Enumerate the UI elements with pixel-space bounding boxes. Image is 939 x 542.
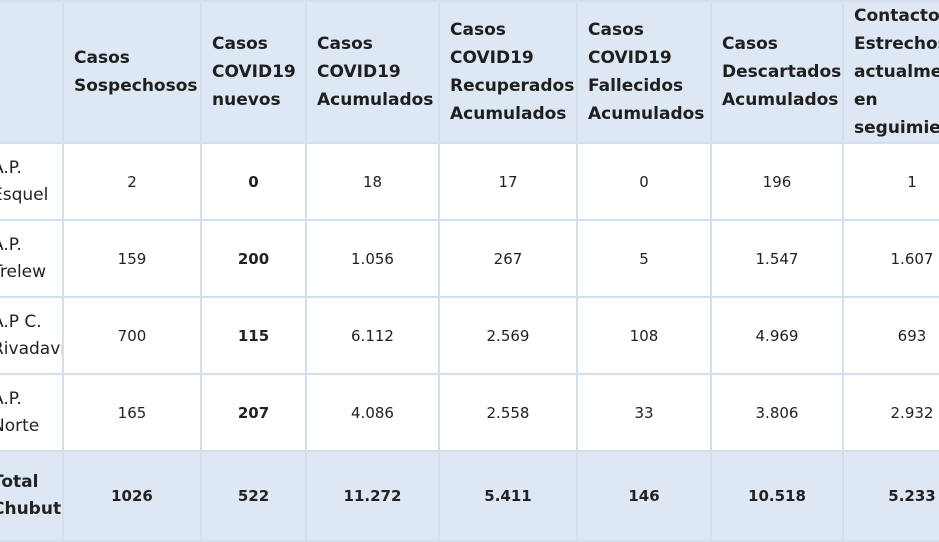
- total-acumulados: 11.272: [305, 450, 440, 542]
- row-label: A.P. Esquel: [0, 142, 64, 221]
- header-corner: [0, 0, 64, 144]
- table-row: A.P C. Rivadavia 700 115 6.112 2.569 108…: [0, 296, 939, 375]
- table-row: A.P. Norte 165 207 4.086 2.558 33 3.806 …: [0, 373, 939, 452]
- header-contactos: Contactos Estrechos actualmente en segui…: [842, 0, 939, 144]
- cell-acumulados: 4.086: [305, 373, 440, 452]
- row-label: A.P. Norte: [0, 373, 64, 452]
- cell-sospechosos: 165: [62, 373, 202, 452]
- cell-contactos: 693: [842, 296, 939, 375]
- cell-acumulados: 18: [305, 142, 440, 221]
- cell-descartados: 196: [710, 142, 844, 221]
- total-fallecidos: 146: [576, 450, 712, 542]
- cell-recuperados: 2.558: [438, 373, 578, 452]
- cell-nuevos: 207: [200, 373, 307, 452]
- header-sospechosos: Casos Sospechosos: [62, 0, 202, 144]
- cell-fallecidos: 0: [576, 142, 712, 221]
- cell-sospechosos: 700: [62, 296, 202, 375]
- cell-recuperados: 17: [438, 142, 578, 221]
- table-row: A.P. Trelew 159 200 1.056 267 5 1.547 1.…: [0, 219, 939, 298]
- total-contactos: 5.233: [842, 450, 939, 542]
- cell-fallecidos: 5: [576, 219, 712, 298]
- cell-recuperados: 267: [438, 219, 578, 298]
- cell-sospechosos: 2: [62, 142, 202, 221]
- row-label: A.P C. Rivadavia: [0, 296, 64, 375]
- cell-nuevos: 0: [200, 142, 307, 221]
- cell-descartados: 3.806: [710, 373, 844, 452]
- cell-contactos: 2.932: [842, 373, 939, 452]
- header-descartados: Casos Descartados Acumulados: [710, 0, 844, 144]
- header-acumulados: Casos COVID19 Acumulados: [305, 0, 440, 144]
- cell-contactos: 1.607: [842, 219, 939, 298]
- header-nuevos: Casos COVID19 nuevos: [200, 0, 307, 144]
- table-row: A.P. Esquel 2 0 18 17 0 196 1: [0, 142, 939, 221]
- cell-descartados: 4.969: [710, 296, 844, 375]
- total-row: Total Chubut 1026 522 11.272 5.411 146 1…: [0, 450, 939, 542]
- cell-descartados: 1.547: [710, 219, 844, 298]
- total-descartados: 10.518: [710, 450, 844, 542]
- total-label: Total Chubut: [0, 450, 64, 542]
- row-label: A.P. Trelew: [0, 219, 64, 298]
- total-nuevos: 522: [200, 450, 307, 542]
- total-recuperados: 5.411: [438, 450, 578, 542]
- cell-acumulados: 6.112: [305, 296, 440, 375]
- cell-recuperados: 2.569: [438, 296, 578, 375]
- header-recuperados: Casos COVID19 Recuperados Acumulados: [438, 0, 578, 144]
- cell-fallecidos: 108: [576, 296, 712, 375]
- total-sospechosos: 1026: [62, 450, 202, 542]
- header-row: Casos Sospechosos Casos COVID19 nuevos C…: [0, 0, 939, 144]
- cell-sospechosos: 159: [62, 219, 202, 298]
- header-fallecidos: Casos COVID19 Fallecidos Acumulados: [576, 0, 712, 144]
- cell-nuevos: 115: [200, 296, 307, 375]
- cell-contactos: 1: [842, 142, 939, 221]
- cell-fallecidos: 33: [576, 373, 712, 452]
- cell-acumulados: 1.056: [305, 219, 440, 298]
- cell-nuevos: 200: [200, 219, 307, 298]
